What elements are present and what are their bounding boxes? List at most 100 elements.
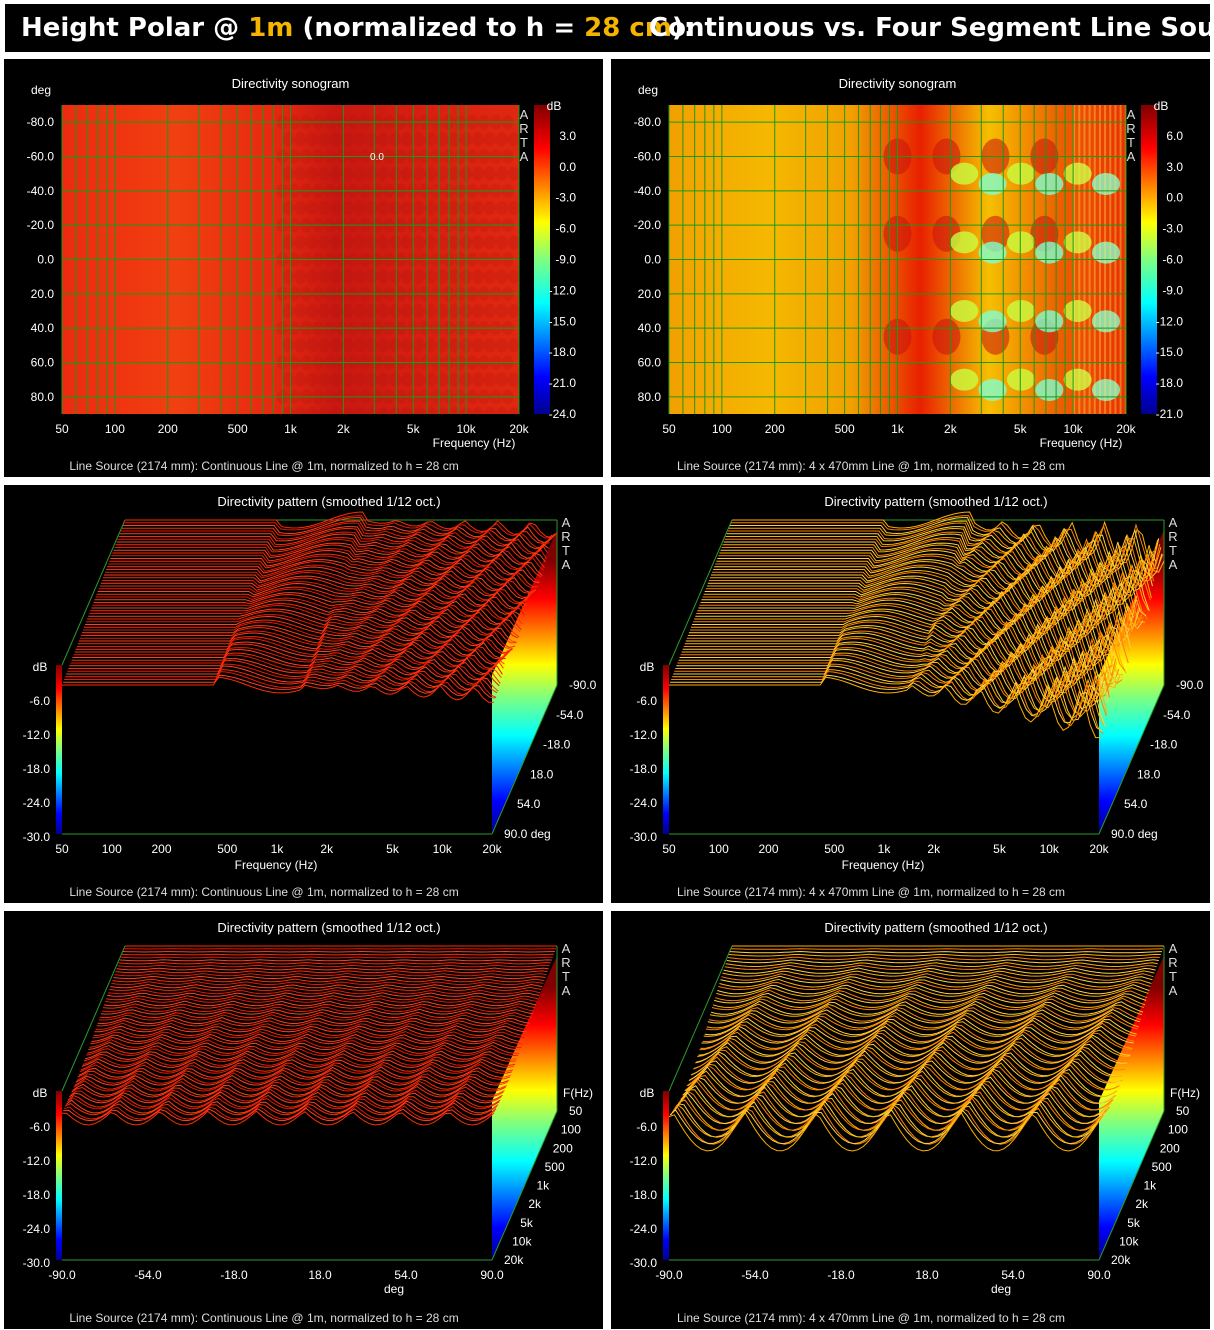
lobe [1063, 162, 1092, 185]
surface-line [81, 1058, 514, 1068]
surface-line [695, 608, 1128, 664]
surface-line [107, 992, 540, 997]
lobe [448, 407, 461, 414]
lobe [294, 372, 307, 387]
depth-tick-label: 500 [1152, 1160, 1172, 1174]
surface-line [77, 636, 511, 660]
surface-line [720, 975, 1153, 984]
surface-line [702, 1022, 1135, 1043]
colorbar-tick-label: -9.0 [1162, 283, 1183, 297]
surface-line [72, 1083, 505, 1096]
lobe [282, 201, 295, 215]
surface-line [726, 526, 1160, 581]
x-tick-label: 5k [386, 842, 400, 856]
arta-letter: A [520, 107, 529, 122]
depth-tick-label: 90.0 deg [504, 827, 551, 841]
surface-line [86, 614, 519, 639]
x-tick-label: 50 [55, 842, 69, 856]
lobe [389, 372, 402, 387]
lobe [377, 235, 390, 250]
surface-line [712, 995, 1146, 1009]
surface-mesh [61, 945, 557, 1126]
surface-line [84, 619, 516, 644]
surface-line [111, 548, 544, 571]
lobe [507, 132, 519, 147]
surface-line [89, 604, 522, 631]
surface-line [731, 515, 1164, 571]
lobe [436, 304, 449, 318]
colorbar-tick-label: -15.0 [1156, 345, 1184, 359]
chart-caption: Line Source (2174 mm): Continuous Line @… [69, 459, 458, 473]
x-tick-label: 500 [835, 422, 855, 436]
y-axis-label: deg [31, 83, 51, 97]
lobe [507, 304, 519, 318]
depth-tick-label: -18.0 [1150, 738, 1178, 752]
lobe [365, 166, 378, 181]
surface-line [88, 608, 521, 633]
z-tick-label: -30.0 [630, 1256, 658, 1270]
lobe [389, 269, 402, 284]
depth-tick-label: 1k [1144, 1179, 1158, 1193]
surface-line [700, 1028, 1133, 1050]
lobe [306, 407, 319, 414]
depth-tick-label: 200 [553, 1141, 573, 1155]
frame-line [61, 519, 126, 666]
lobe [306, 372, 319, 387]
y-tick-label: -80.0 [634, 115, 662, 129]
surface-frequency-segmented-chart: Directivity pattern (smoothed 1/12 oct.)… [630, 494, 1204, 899]
lobe [377, 269, 390, 284]
lobe [317, 304, 330, 318]
lobe [389, 201, 402, 215]
arta-letter: A [1127, 149, 1136, 164]
surface-line [669, 676, 1102, 739]
arta-letter: T [562, 543, 570, 558]
surface-line [694, 610, 1127, 674]
lobe [483, 338, 496, 353]
arta-letter: A [1169, 983, 1178, 998]
x-tick-label: 500 [217, 842, 237, 856]
surface-line [725, 962, 1158, 968]
surface-line [65, 669, 498, 694]
surface-line [90, 603, 523, 626]
lobe [306, 235, 319, 250]
frame-line [668, 519, 733, 666]
surface-line [96, 1019, 529, 1027]
lobe [448, 338, 461, 353]
lobe [365, 235, 378, 250]
surface-line [705, 581, 1139, 635]
lobe [436, 166, 449, 181]
depth-tick-label: 90.0 deg [1111, 827, 1158, 841]
chart-caption: Line Source (2174 mm): 4 x 470mm Line @ … [677, 1311, 1065, 1325]
lobe [483, 166, 496, 181]
colorbar-tick-label: 3.0 [1166, 160, 1183, 174]
surface-line [679, 648, 1112, 708]
lobe [448, 235, 461, 250]
surface-line [69, 658, 502, 681]
colorbar-tick-label: -6.0 [555, 222, 576, 236]
z-tick-label: -6.0 [636, 1120, 657, 1134]
x-tick-label: 200 [758, 842, 778, 856]
surface-line [673, 665, 1106, 727]
z-colorbar [56, 665, 62, 834]
depth-tick-label: -54.0 [556, 708, 584, 722]
surface-line [705, 1014, 1138, 1031]
lobe [353, 235, 366, 250]
colorbar-tick-label: -15.0 [549, 314, 577, 328]
lobe [353, 166, 366, 181]
z-tick-label: -24.0 [630, 1222, 658, 1236]
lobe [365, 407, 378, 414]
panel-3d-angle-continuous: Directivity pattern (smoothed 1/12 oct.)… [4, 911, 603, 1329]
z-tick-label: -24.0 [23, 796, 51, 810]
x-tick-label: 54.0 [394, 1268, 418, 1282]
lobe [306, 304, 319, 318]
lobe [365, 269, 378, 284]
x-tick-label: 10k [456, 422, 476, 436]
annotation-label: 0.0 [370, 152, 384, 163]
frame-line [1098, 1110, 1165, 1261]
lobe [306, 201, 319, 215]
surface-line [690, 1052, 1124, 1078]
lobe [507, 201, 519, 215]
lobe [294, 338, 307, 353]
lobe [472, 269, 485, 284]
surface-line [693, 614, 1126, 672]
